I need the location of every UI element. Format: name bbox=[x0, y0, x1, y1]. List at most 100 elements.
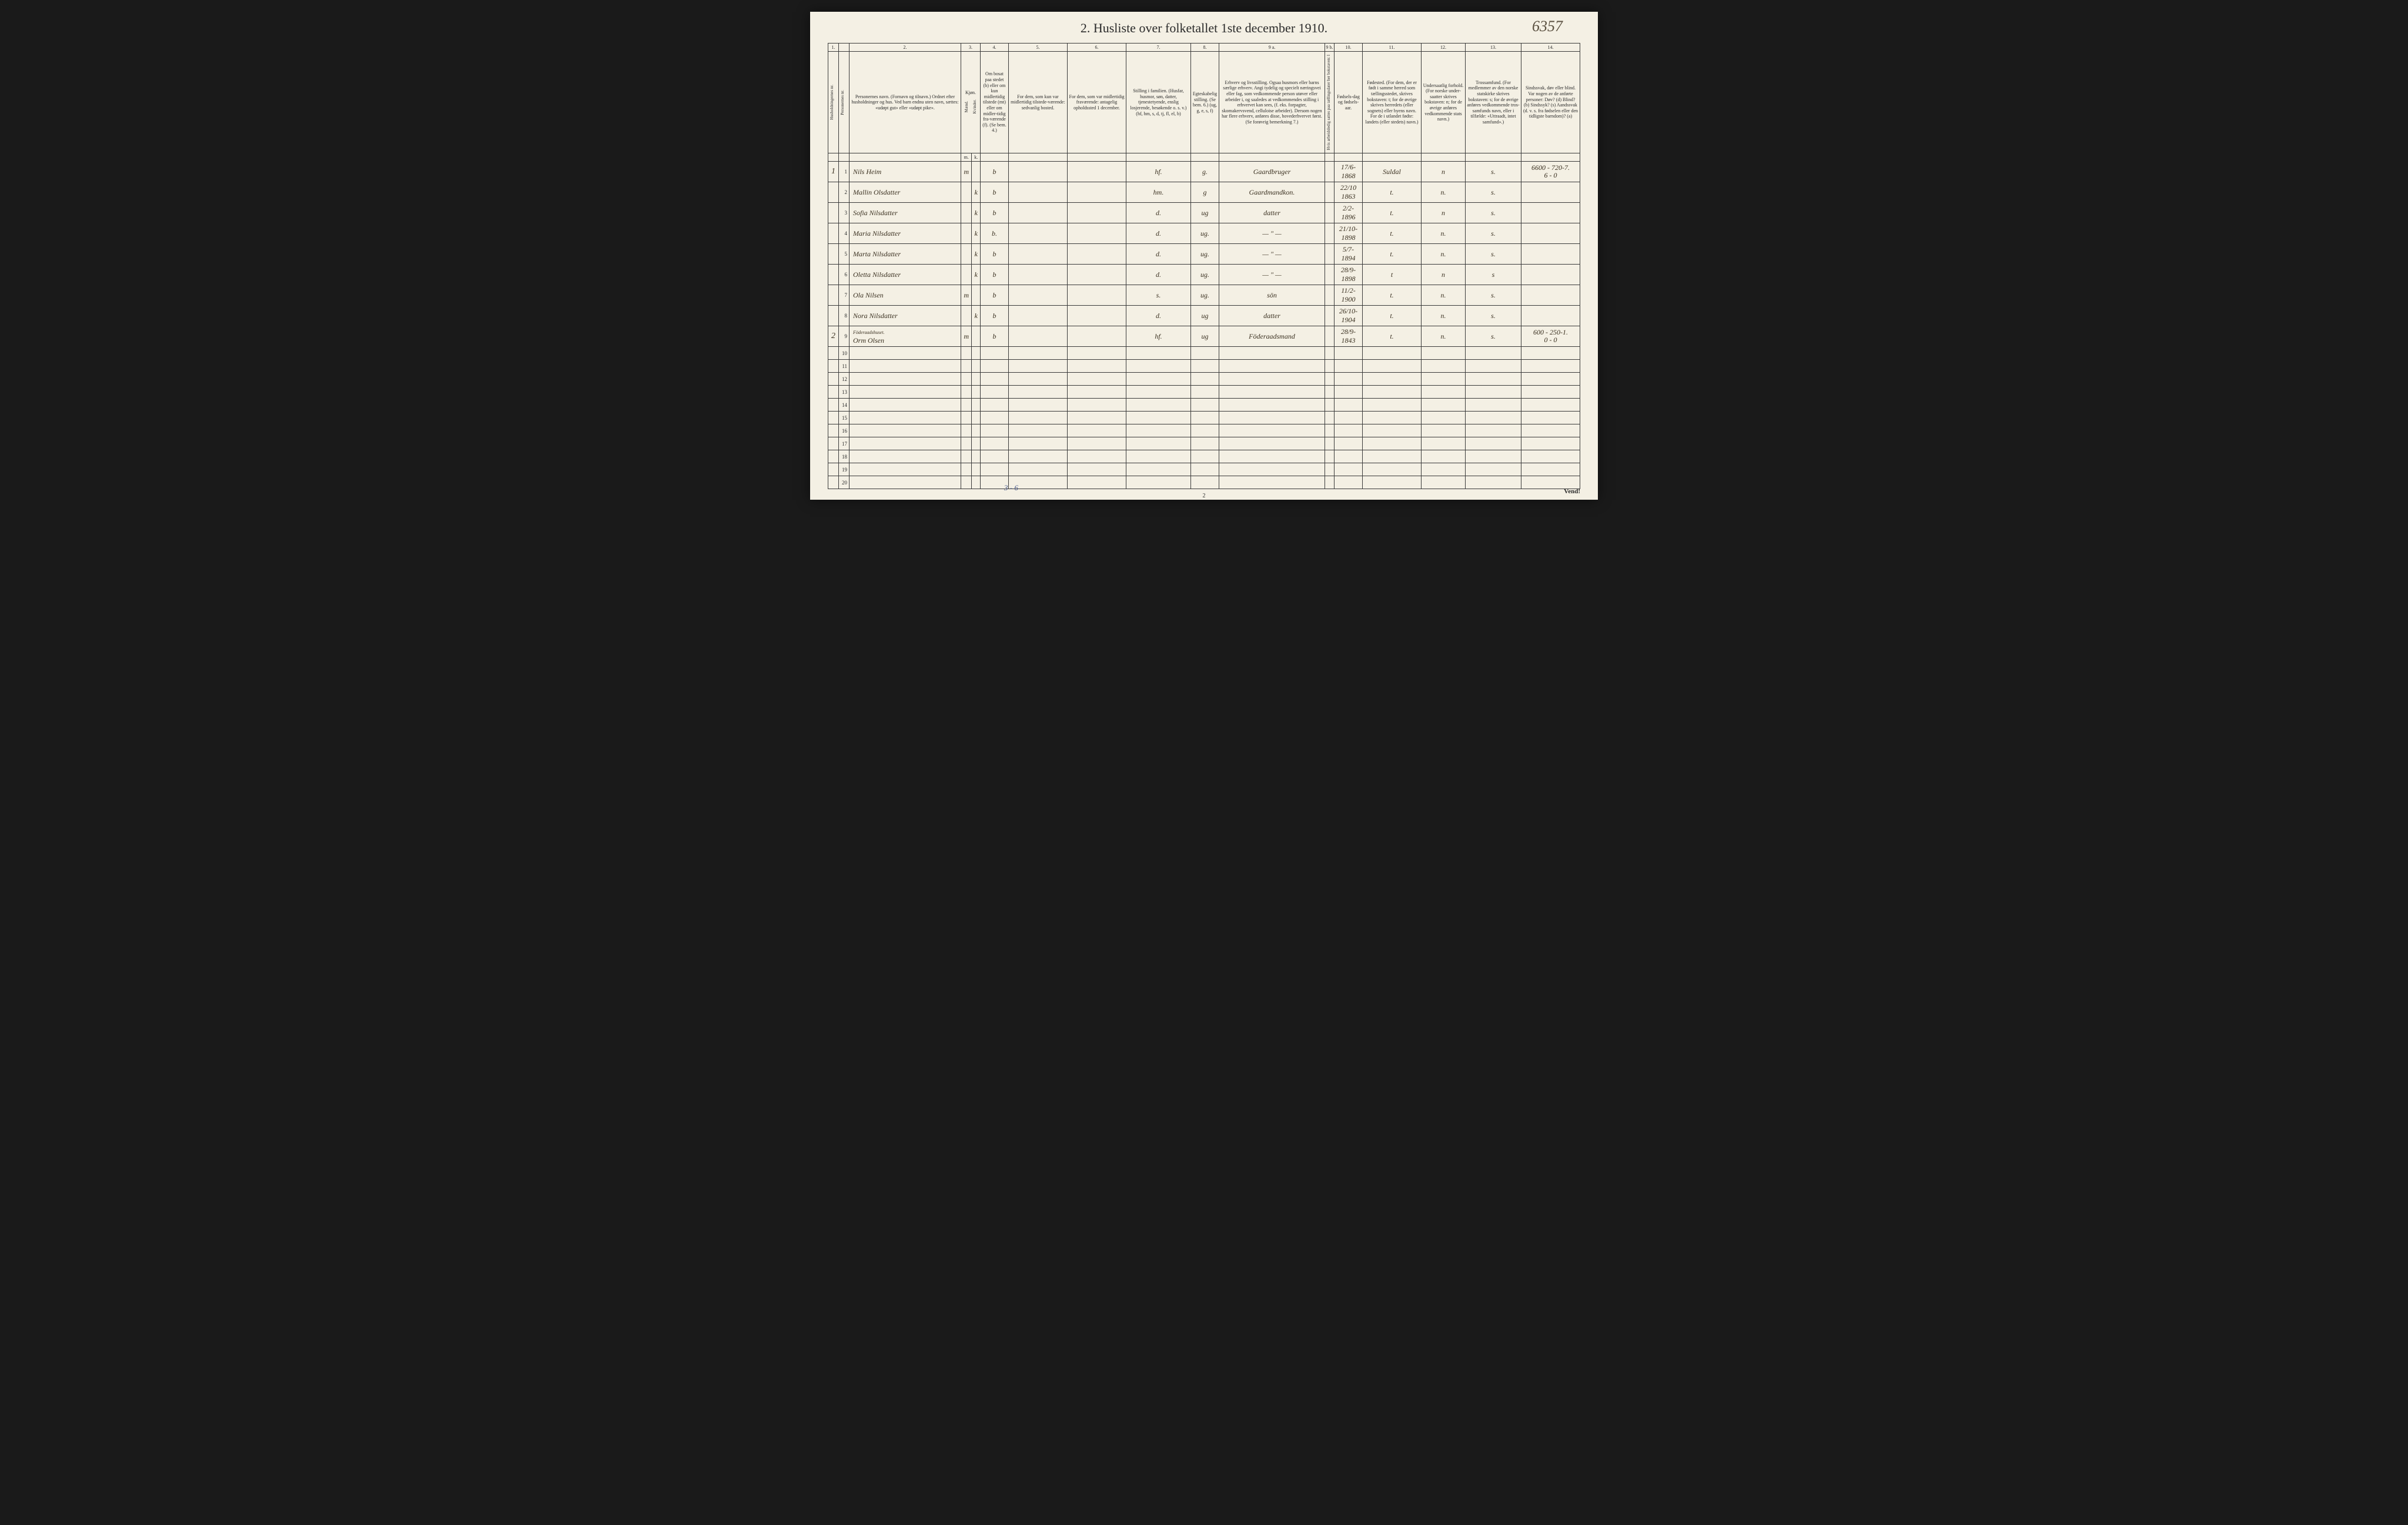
col-num-10: 10. bbox=[1335, 44, 1363, 52]
cell-household bbox=[828, 285, 839, 306]
cell-birth bbox=[1335, 373, 1363, 386]
cell-marital: g. bbox=[1191, 162, 1219, 182]
cell-temp-absent bbox=[1068, 203, 1126, 223]
cell-residence: b bbox=[981, 306, 1009, 326]
page-title: 2. Husliste over folketallet 1ste decemb… bbox=[828, 21, 1580, 36]
cell-temp-present bbox=[1009, 244, 1068, 265]
cell-family bbox=[1126, 373, 1191, 386]
col-num-4: 4. bbox=[981, 44, 1009, 52]
cell-nationality bbox=[1422, 386, 1466, 399]
cell-unemployed bbox=[1325, 412, 1335, 424]
cell-occupation: — " — bbox=[1219, 244, 1325, 265]
cell-temp-absent bbox=[1068, 162, 1126, 182]
cell-birthplace: t. bbox=[1363, 326, 1422, 347]
cell-name: Marta Nilsdatter bbox=[850, 244, 961, 265]
cell-residence: b bbox=[981, 265, 1009, 285]
col-num-5: 5. bbox=[1009, 44, 1068, 52]
cell-name: Sofia Nilsdatter bbox=[850, 203, 961, 223]
cell-family bbox=[1126, 386, 1191, 399]
cell-birthplace bbox=[1363, 450, 1422, 463]
cell-family bbox=[1126, 424, 1191, 437]
cell-person-num: 6 bbox=[839, 265, 850, 285]
cell-occupation: Gaardmandkon. bbox=[1219, 182, 1325, 203]
cell-name bbox=[850, 347, 961, 360]
cell-birthplace: t. bbox=[1363, 285, 1422, 306]
cell-birth bbox=[1335, 450, 1363, 463]
cell-residence: b bbox=[981, 162, 1009, 182]
cell-residence bbox=[981, 386, 1009, 399]
cell-marital: ug. bbox=[1191, 244, 1219, 265]
cell-household bbox=[828, 203, 839, 223]
cell-person-num: 15 bbox=[839, 412, 850, 424]
cell-unemployed bbox=[1325, 399, 1335, 412]
header-unemployed-text: Hvis arbeidsledig sattes paa tællingsdat… bbox=[1326, 53, 1331, 151]
cell-sex-k bbox=[972, 476, 981, 489]
cell-name bbox=[850, 373, 961, 386]
table-row: 12 bbox=[828, 373, 1580, 386]
cell-temp-present bbox=[1009, 386, 1068, 399]
cell-residence bbox=[981, 463, 1009, 476]
cell-notes bbox=[1521, 285, 1580, 306]
cell-nationality bbox=[1422, 399, 1466, 412]
table-body: 11Nils Heimmbhf.g.Gaardbruger17/6-1868Su… bbox=[828, 162, 1580, 489]
cell-family bbox=[1126, 463, 1191, 476]
cell-notes bbox=[1521, 265, 1580, 285]
cell-person-num: 17 bbox=[839, 437, 850, 450]
cell-unemployed bbox=[1325, 182, 1335, 203]
cell-family: d. bbox=[1126, 223, 1191, 244]
cell-birthplace bbox=[1363, 463, 1422, 476]
table-row: 3Sofia Nilsdatterkbd.ugdatter2/2-1896t.n… bbox=[828, 203, 1580, 223]
cell-residence: b bbox=[981, 285, 1009, 306]
cell-family: d. bbox=[1126, 265, 1191, 285]
cell-unemployed bbox=[1325, 203, 1335, 223]
header-unemployed: Hvis arbeidsledig sattes paa tællingsdat… bbox=[1325, 52, 1335, 153]
cell-temp-present bbox=[1009, 437, 1068, 450]
cell-person-num: 8 bbox=[839, 306, 850, 326]
cell-sex-m bbox=[961, 223, 972, 244]
cell-unemployed bbox=[1325, 424, 1335, 437]
bottom-handwritten-note: 3 - 6 bbox=[1004, 483, 1018, 493]
cell-unemployed bbox=[1325, 306, 1335, 326]
cell-notes bbox=[1521, 360, 1580, 373]
cell-notes bbox=[1521, 412, 1580, 424]
cell-occupation: Gaardbruger bbox=[1219, 162, 1325, 182]
cell-household: 1 bbox=[828, 162, 839, 182]
cell-notes bbox=[1521, 244, 1580, 265]
cell-faith bbox=[1466, 347, 1521, 360]
census-page: 6357 2. Husliste over folketallet 1ste d… bbox=[810, 12, 1598, 500]
header-sex-label: Kjøn. bbox=[962, 90, 979, 96]
cell-name: Oletta Nilsdatter bbox=[850, 265, 961, 285]
cell-person-num: 7 bbox=[839, 285, 850, 306]
cell-birthplace bbox=[1363, 437, 1422, 450]
cell-household bbox=[828, 450, 839, 463]
cell-birth bbox=[1335, 399, 1363, 412]
cell-marital: ug. bbox=[1191, 285, 1219, 306]
cell-household bbox=[828, 360, 839, 373]
cell-household bbox=[828, 424, 839, 437]
subheader-k: k. bbox=[972, 153, 981, 162]
cell-household bbox=[828, 463, 839, 476]
cell-birth bbox=[1335, 360, 1363, 373]
header-occupation: Erhverv og livsstilling. Ogsaa husmors e… bbox=[1219, 52, 1325, 153]
cell-name: Nils Heim bbox=[850, 162, 961, 182]
cell-sex-k bbox=[972, 437, 981, 450]
header-household-text: Husholdningernes nr. bbox=[830, 83, 834, 121]
cell-sex-k bbox=[972, 373, 981, 386]
cell-nationality: n. bbox=[1422, 306, 1466, 326]
cell-temp-absent bbox=[1068, 386, 1126, 399]
table-row: 13 bbox=[828, 386, 1580, 399]
cell-person-num: 13 bbox=[839, 386, 850, 399]
cell-notes bbox=[1521, 386, 1580, 399]
cell-faith bbox=[1466, 412, 1521, 424]
cell-household bbox=[828, 306, 839, 326]
cell-name: Mallin Olsdatter bbox=[850, 182, 961, 203]
cell-notes bbox=[1521, 424, 1580, 437]
cell-family: hm. bbox=[1126, 182, 1191, 203]
cell-occupation bbox=[1219, 437, 1325, 450]
cell-temp-present bbox=[1009, 373, 1068, 386]
cell-name: Nora Nilsdatter bbox=[850, 306, 961, 326]
cell-marital: g bbox=[1191, 182, 1219, 203]
cell-temp-present bbox=[1009, 412, 1068, 424]
header-disability: Sindssvak, døv eller blind. Var nogen av… bbox=[1521, 52, 1580, 153]
cell-marital bbox=[1191, 399, 1219, 412]
